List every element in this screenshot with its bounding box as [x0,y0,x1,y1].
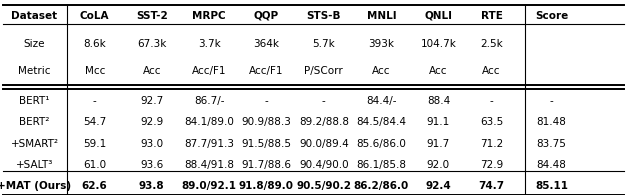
Text: Acc: Acc [143,66,161,76]
Text: STS-B: STS-B [307,11,341,21]
Text: CoLA: CoLA [80,11,109,21]
Text: Acc: Acc [372,66,390,76]
Text: 90.0/89.4: 90.0/89.4 [299,139,349,149]
Text: 93.6: 93.6 [140,160,163,170]
Text: MNLI: MNLI [367,11,396,21]
Text: SST-2: SST-2 [136,11,168,21]
Text: 85.11: 85.11 [535,181,568,191]
Text: 393k: 393k [369,39,394,49]
Text: -: - [264,96,268,106]
Text: 90.9/88.3: 90.9/88.3 [241,117,291,128]
Text: BERT²: BERT² [19,117,50,128]
Text: 84.48: 84.48 [537,160,566,170]
Text: 61.0: 61.0 [83,160,106,170]
Text: 67.3k: 67.3k [137,39,166,49]
Text: 83.75: 83.75 [537,139,566,149]
Text: QQP: QQP [253,11,279,21]
Text: 104.7k: 104.7k [420,39,456,49]
Text: -: - [490,96,493,106]
Text: 93.8: 93.8 [139,181,164,191]
Text: -: - [322,96,326,106]
Text: 88.4: 88.4 [427,96,450,106]
Text: 2.5k: 2.5k [480,39,503,49]
Text: 84.4/-: 84.4/- [366,96,397,106]
Text: 364k: 364k [253,39,279,49]
Text: Acc/F1: Acc/F1 [249,66,284,76]
Text: 59.1: 59.1 [83,139,106,149]
Text: 72.9: 72.9 [480,160,503,170]
Text: +SMART²: +SMART² [11,139,59,149]
Text: 91.5/88.5: 91.5/88.5 [241,139,291,149]
Text: 8.6k: 8.6k [83,39,106,49]
Text: Acc: Acc [429,66,447,76]
Text: RTE: RTE [481,11,502,21]
Text: 62.6: 62.6 [82,181,108,191]
Text: Acc/F1: Acc/F1 [192,66,227,76]
Text: 92.9: 92.9 [140,117,163,128]
Text: +SALT³: +SALT³ [16,160,53,170]
Text: 5.7k: 5.7k [312,39,335,49]
Text: 71.2: 71.2 [480,139,503,149]
Text: Dataset: Dataset [12,11,58,21]
Text: Acc: Acc [483,66,500,76]
Text: 86.1/85.8: 86.1/85.8 [356,160,406,170]
Text: Metric: Metric [19,66,51,76]
Text: 89.2/88.8: 89.2/88.8 [299,117,349,128]
Text: 90.4/90.0: 90.4/90.0 [299,160,349,170]
Text: Mcc: Mcc [84,66,105,76]
Text: 86.2/86.0: 86.2/86.0 [354,181,409,191]
Text: 91.1: 91.1 [427,117,450,128]
Text: 81.48: 81.48 [537,117,566,128]
Text: 91.8/89.0: 91.8/89.0 [239,181,294,191]
Text: 92.0: 92.0 [427,160,450,170]
Text: 91.7: 91.7 [427,139,450,149]
Text: P/SCorr: P/SCorr [305,66,343,76]
Text: -: - [93,96,97,106]
Text: +MAT (Ours): +MAT (Ours) [0,181,72,191]
Text: 92.4: 92.4 [426,181,451,191]
Text: 85.6/86.0: 85.6/86.0 [356,139,406,149]
Text: 92.7: 92.7 [140,96,163,106]
Text: 84.1/89.0: 84.1/89.0 [184,117,234,128]
Text: 93.0: 93.0 [140,139,163,149]
Text: 54.7: 54.7 [83,117,106,128]
Text: 74.7: 74.7 [479,181,504,191]
Text: 88.4/91.8: 88.4/91.8 [184,160,234,170]
Text: 84.5/84.4: 84.5/84.4 [356,117,406,128]
Text: 63.5: 63.5 [480,117,503,128]
Text: QNLI: QNLI [424,11,452,21]
Text: 90.5/90.2: 90.5/90.2 [296,181,351,191]
Text: -: - [550,96,554,106]
Text: 87.7/91.3: 87.7/91.3 [184,139,234,149]
Text: 89.0/92.1: 89.0/92.1 [182,181,237,191]
Text: 91.7/88.6: 91.7/88.6 [241,160,291,170]
Text: Size: Size [24,39,45,49]
Text: 86.7/-: 86.7/- [194,96,225,106]
Text: MRPC: MRPC [193,11,226,21]
Text: 3.7k: 3.7k [198,39,221,49]
Text: BERT¹: BERT¹ [19,96,50,106]
Text: Score: Score [535,11,568,21]
